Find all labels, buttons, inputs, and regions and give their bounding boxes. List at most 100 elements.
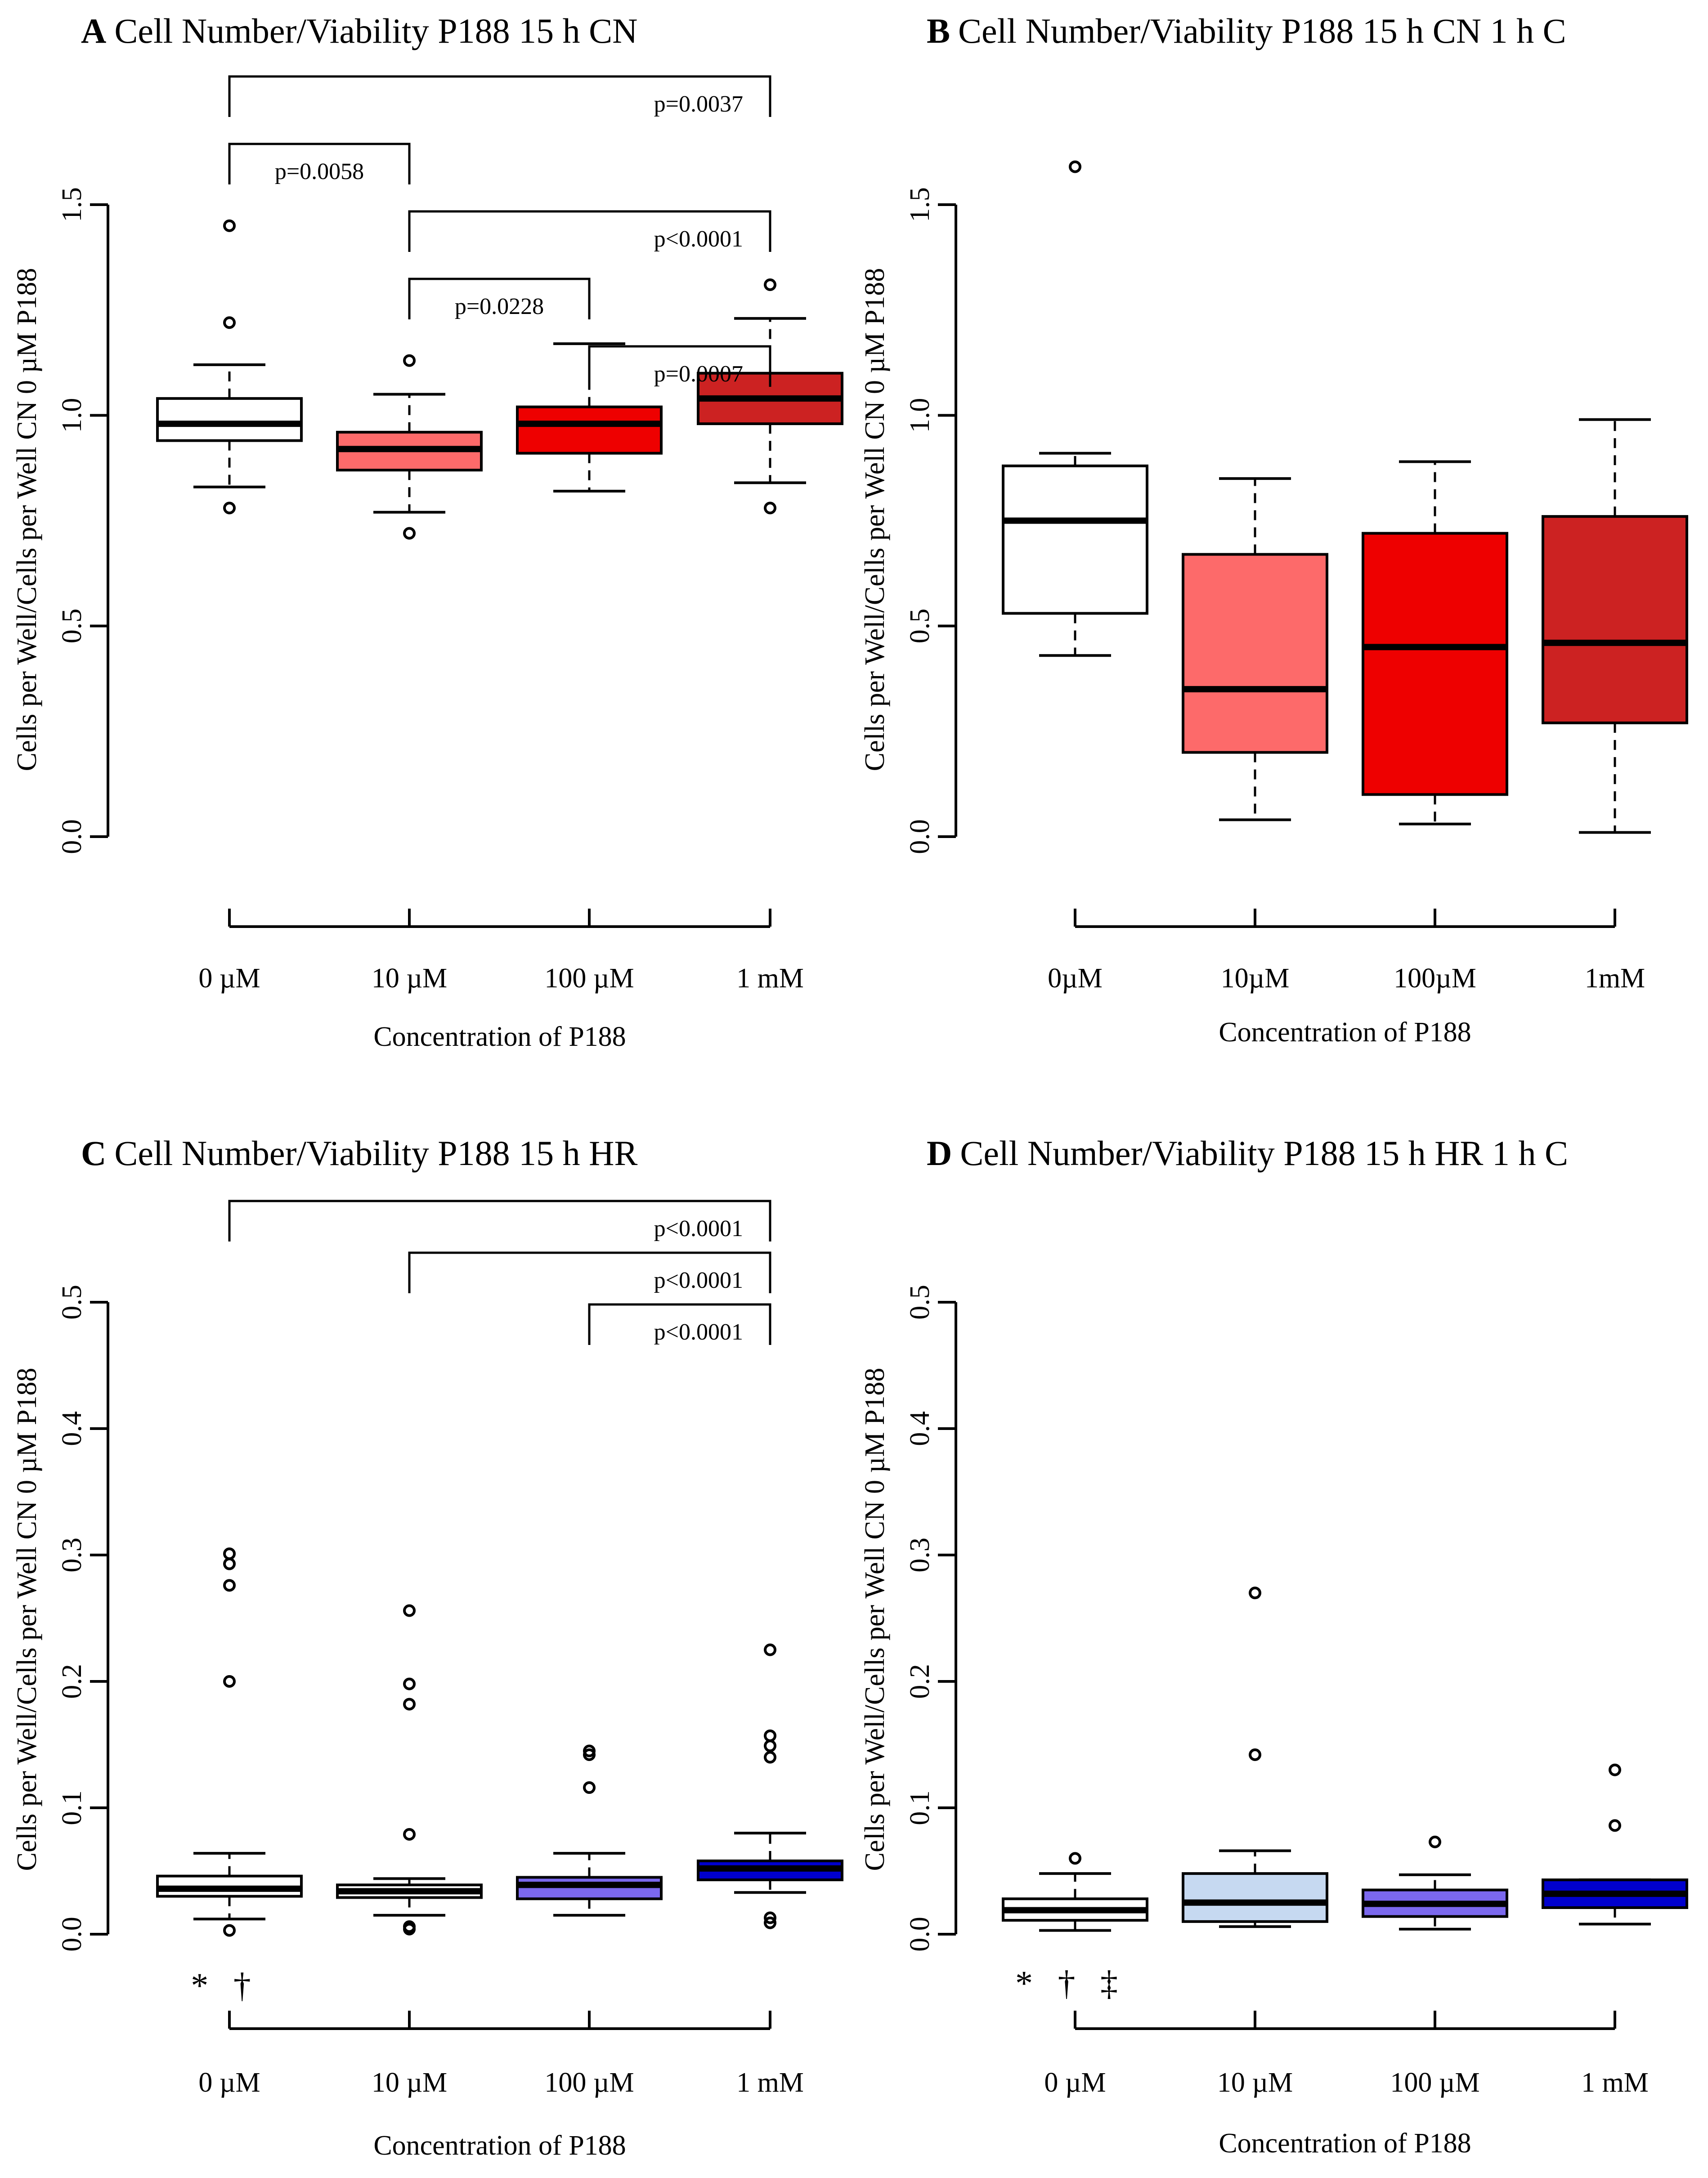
x-tick-label: 100 µM	[544, 2067, 634, 2098]
x-axis-label: Concentration of P188	[373, 2130, 626, 2161]
y-tick-label: 0.5	[57, 609, 87, 644]
outlier-point	[764, 502, 776, 515]
outlier-point	[223, 1547, 236, 1560]
box-iqr	[516, 405, 663, 455]
outlier-point	[223, 1579, 236, 1592]
y-tick-label: 0.5	[57, 1285, 87, 1320]
outlier-point	[1429, 1835, 1441, 1848]
outlier-point	[223, 1924, 236, 1937]
panel-title: D Cell Number/Viability P188 15 h HR 1 h …	[927, 1134, 1568, 1173]
outlier-point	[764, 1729, 776, 1742]
p-value-label: p<0.0001	[654, 226, 743, 252]
panel-letter: C	[81, 1134, 106, 1173]
x-tick-label: 100 µM	[1390, 2067, 1479, 2098]
panel-d: D Cell Number/Viability P188 15 h HR 1 h …	[860, 1134, 1688, 2159]
outlier-point	[1069, 160, 1081, 173]
p-value-label: p=0.0007	[654, 361, 743, 387]
outlier-point	[1249, 1748, 1261, 1761]
significance-bracket: p=0.0037	[228, 75, 771, 117]
outlier-point	[764, 1643, 776, 1656]
box-1	[156, 1547, 303, 1937]
box-iqr	[1542, 515, 1688, 725]
box-3	[1362, 460, 1508, 825]
panel-title-text: Cell Number/Viability P188 15 h CN 1 h C	[958, 11, 1566, 50]
y-tick-label: 1.5	[905, 187, 935, 222]
bracket-line	[228, 143, 411, 184]
panel-c: C Cell Number/Viability P188 15 h HR 0.0 0.…	[12, 1134, 843, 2161]
y-tick-label: 0.5	[905, 609, 935, 644]
y-tick-label: 0.5	[905, 1285, 935, 1320]
y-tick-label: 0.4	[905, 1411, 935, 1446]
x-tick-label: 1mM	[1585, 963, 1645, 994]
box-3	[1362, 1835, 1508, 1931]
panel-title-text: Cell Number/Viability P188 15 h CN	[114, 11, 637, 50]
box-iqr	[1182, 553, 1328, 754]
p-value-label: p=0.0228	[455, 294, 544, 319]
box-iqr	[1362, 532, 1508, 796]
outlier-point	[223, 502, 236, 515]
box-1	[1002, 160, 1148, 657]
y-tick-label: 1.5	[57, 187, 87, 222]
x-axis-label: Concentration of P188	[373, 1022, 626, 1052]
y-tick-label: 0.0	[905, 819, 935, 854]
y-tick-label: 1.0	[905, 398, 935, 433]
box-1	[156, 219, 303, 515]
panel-title: A Cell Number/Viability P188 15 h CN	[81, 11, 637, 50]
panel-a: A Cell Number/Viability P188 15 h CN 0.0 0.…	[12, 11, 843, 1052]
outlier-point	[1609, 1763, 1621, 1776]
outlier-point	[403, 1828, 416, 1841]
x-tick-label: 1 mM	[736, 963, 804, 994]
box-3	[516, 1744, 663, 1917]
significance-symbols: * †	[191, 1966, 259, 2005]
x-tick-label: 1 mM	[1581, 2067, 1649, 2098]
box-3	[516, 342, 663, 493]
y-axis-label: Cells per Well/Cells per Well CN 0 µM P1…	[860, 1368, 890, 1871]
p-value-label: p<0.0001	[654, 1268, 743, 1293]
y-tick-label: 0.0	[57, 1917, 87, 1952]
box-iqr	[1002, 464, 1148, 615]
x-tick-label: 10 µM	[372, 2067, 447, 2098]
x-tick-label: 0µM	[1048, 963, 1103, 994]
panel-title: C Cell Number/Viability P188 15 h HR	[81, 1134, 637, 1173]
significance-symbols: * † ‡	[1015, 1963, 1126, 2003]
outlier-point	[583, 1781, 596, 1794]
x-tick-label: 0 µM	[198, 963, 260, 994]
significance-bracket: p<0.0001	[408, 210, 771, 252]
significance-bracket: p=0.0228	[408, 278, 591, 319]
outlier-point	[403, 527, 416, 540]
y-tick-label: 0.3	[57, 1537, 87, 1573]
outlier-point	[1249, 1586, 1261, 1600]
x-tick-label: 100µM	[1394, 963, 1476, 994]
panel-letter: B	[927, 11, 950, 50]
y-axis-label: Cells per Well/Cells per Well CN 0 µM P1…	[12, 268, 42, 771]
outlier-point	[403, 1604, 416, 1617]
bracket-line	[408, 1251, 771, 1293]
outlier-point	[583, 1744, 596, 1757]
bracket-line	[588, 345, 771, 387]
bracket-line	[228, 1200, 771, 1241]
outlier-point	[403, 1698, 416, 1711]
x-tick-label: 100 µM	[544, 963, 634, 994]
significance-bracket: p<0.0001	[228, 1200, 771, 1241]
significance-bracket: p<0.0001	[408, 1251, 771, 1293]
panel-title-text: Cell Number/Viability P188 15 h HR	[114, 1134, 637, 1173]
outlier-point	[764, 278, 776, 291]
box-iqr	[516, 1876, 663, 1900]
y-axis-label: Cells per Well/Cells per Well CN 0 µM P1…	[12, 1368, 42, 1871]
y-tick-label: 0.0	[905, 1917, 935, 1952]
outlier-point	[1069, 1852, 1081, 1865]
significance-bracket: p=0.0058	[228, 143, 411, 184]
bracket-line	[408, 278, 591, 319]
significance-bracket: p<0.0001	[588, 1303, 771, 1345]
outlier-point	[223, 1675, 236, 1688]
p-value-label: p<0.0001	[654, 1319, 743, 1345]
panel-title-text: Cell Number/Viability P188 15 h HR 1 h C	[960, 1134, 1568, 1173]
x-tick-label: 10 µM	[1217, 2067, 1293, 2098]
panel-b: B Cell Number/Viability P188 15 h CN 1 h …	[860, 11, 1688, 1048]
box-iqr	[156, 397, 303, 442]
bracket-line	[408, 210, 771, 252]
y-tick-label: 0.1	[905, 1790, 935, 1825]
y-tick-label: 0.0	[57, 819, 87, 854]
box-4	[1542, 418, 1688, 834]
x-tick-label: 0 µM	[198, 2067, 260, 2098]
